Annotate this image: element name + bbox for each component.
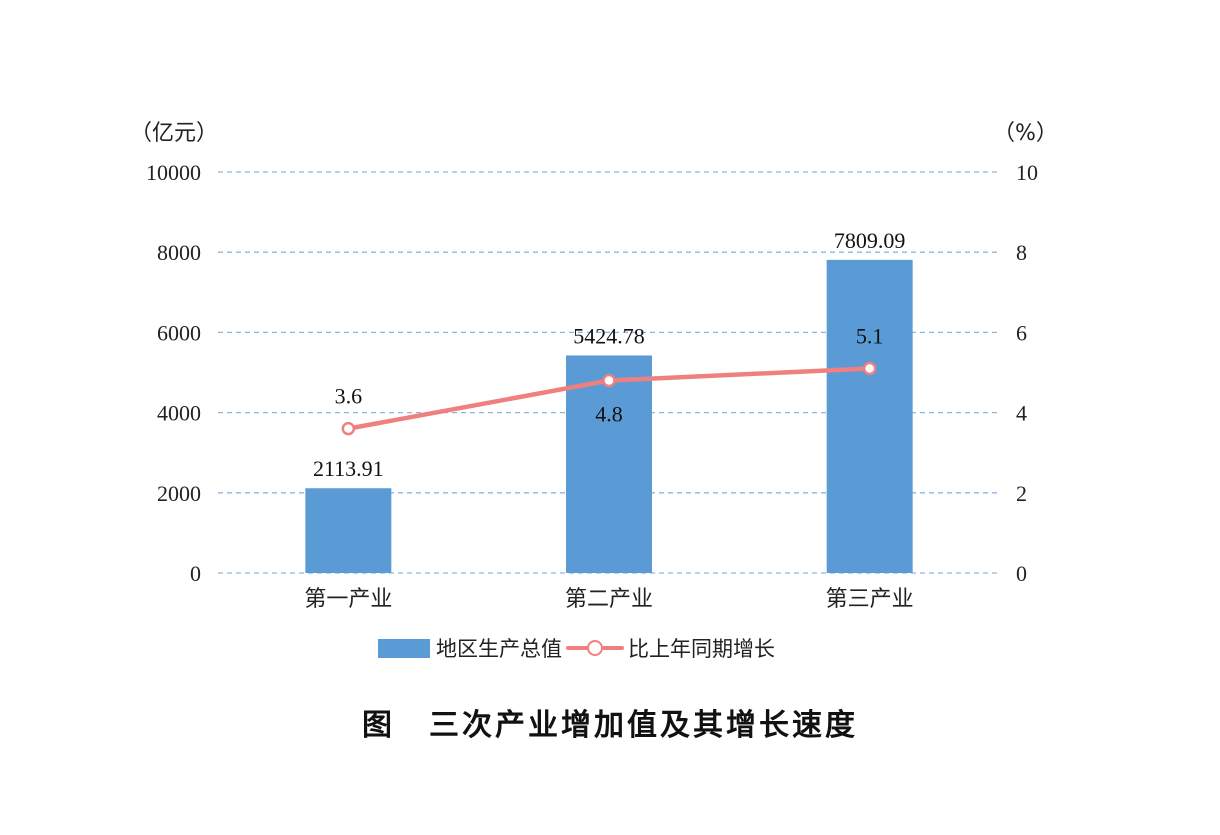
left-axis-ticks: 0 2000 4000 6000 8000 10000 — [146, 160, 201, 586]
bar — [826, 259, 913, 573]
legend-label-gdp: 地区生产总值 — [436, 637, 562, 661]
right-tick-label: 4 — [1016, 401, 1027, 426]
category-label: 第一产业 — [304, 587, 392, 612]
category-label: 第三产业 — [826, 587, 914, 612]
category-label: 第二产业 — [565, 587, 653, 612]
line-value-labels: 3.6 4.8 5.1 — [335, 323, 884, 426]
bar — [305, 488, 392, 573]
legend-label-growth: 比上年同期增长 — [628, 637, 775, 661]
legend-line-swatch — [566, 638, 624, 658]
legend-bar-swatch — [378, 638, 430, 658]
right-axis-ticks: 0 2 4 6 8 10 — [1016, 160, 1038, 586]
line-series — [341, 361, 877, 436]
line-point — [602, 373, 616, 388]
left-tick-label: 4000 — [157, 401, 201, 426]
line-value-label: 3.6 — [335, 384, 363, 409]
legend: 地区生产总值 比上年同期增长 — [378, 632, 775, 664]
left-tick-label: 2000 — [157, 481, 201, 506]
line-point — [862, 361, 877, 376]
line-value-label: 4.8 — [595, 402, 623, 427]
figure-caption: 图三次产业增加值及其增长速度 — [0, 700, 1220, 744]
right-tick-label: 0 — [1016, 561, 1027, 586]
line-point — [341, 421, 356, 436]
legend-item-growth: 比上年同期增长 — [562, 633, 775, 663]
left-tick-label: 0 — [190, 561, 201, 586]
bar-value-label: 2113.91 — [313, 456, 384, 481]
category-axis: 第一产业 第二产业 第三产业 — [304, 587, 913, 612]
figure-caption-label: 图 — [362, 708, 395, 743]
left-tick-label: 10000 — [146, 160, 201, 185]
bar-value-label: 7809.09 — [834, 228, 906, 253]
right-tick-label: 6 — [1016, 320, 1027, 345]
bar-value-label: 5424.78 — [573, 323, 645, 348]
figure-caption-title: 三次产业增加值及其增长速度 — [429, 708, 858, 743]
right-tick-label: 10 — [1016, 160, 1038, 185]
bar — [566, 355, 652, 573]
left-axis-unit: （亿元） — [130, 121, 218, 146]
line-value-label: 5.1 — [856, 323, 884, 348]
left-tick-label: 8000 — [157, 240, 201, 265]
legend-item-gdp: 地区生产总值 — [378, 633, 562, 663]
left-tick-label: 6000 — [157, 320, 201, 345]
right-axis-unit: （%） — [993, 121, 1058, 146]
right-tick-label: 8 — [1016, 240, 1027, 265]
bar-series — [305, 259, 913, 573]
bar-value-labels: 2113.91 5424.78 7809.09 — [313, 228, 905, 481]
right-tick-label: 2 — [1016, 481, 1027, 506]
